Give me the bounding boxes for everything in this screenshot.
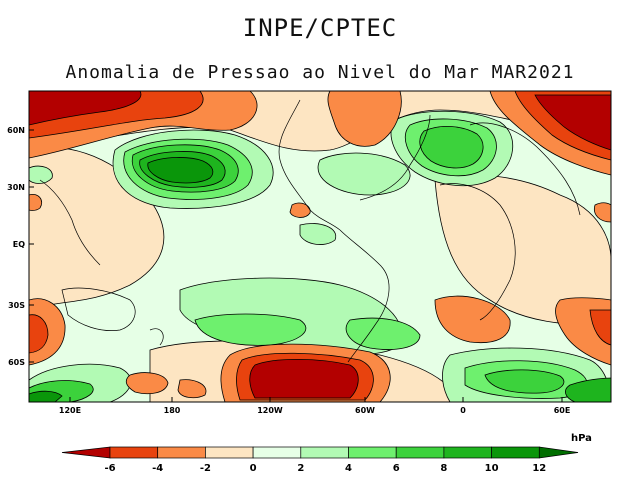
lat-label: EQ xyxy=(13,240,25,249)
coastline-africa xyxy=(439,183,516,321)
strong-negative-regions xyxy=(29,91,611,402)
colorbar-bin xyxy=(443,446,492,459)
coastline-new-zealand xyxy=(149,328,164,346)
colorbar-tick-label: 2 xyxy=(297,463,304,474)
colorbar-bin xyxy=(205,446,254,459)
coastline-north-america-east xyxy=(359,114,431,201)
colorbar-tick-label: 0 xyxy=(250,463,257,474)
colorbar: -6 -4 -2 0 2 4 6 8 10 12 xyxy=(61,446,579,474)
map-title: Anomalia de Pressao ao Nivel do Mar MAR2… xyxy=(65,62,575,83)
colorbar-tick-label: -2 xyxy=(200,463,211,474)
lon-label: 60W xyxy=(355,406,375,415)
colorbar-bin xyxy=(109,446,159,459)
lon-label: 180 xyxy=(164,406,181,415)
colorbar-bin xyxy=(491,446,540,459)
lon-label: 120E xyxy=(59,406,81,415)
map-panel xyxy=(29,91,611,402)
lon-label: 120W xyxy=(257,406,283,415)
colorbar-under-arrow xyxy=(61,446,111,459)
coastline-north-america-west xyxy=(278,99,341,231)
organization-title: INPE/CPTEC xyxy=(242,14,398,42)
lon-label: 0 xyxy=(460,406,466,415)
colorbar-unit: hPa xyxy=(571,433,592,444)
colorbar-bin xyxy=(348,446,397,459)
colorbar-bin xyxy=(300,446,349,459)
lat-label: 30S xyxy=(8,301,25,310)
lon-label: 60E xyxy=(554,406,571,415)
lat-label: 60S xyxy=(8,358,25,367)
colorbar-bin xyxy=(395,446,445,459)
colorbar-tick-label: -4 xyxy=(152,463,163,474)
coastline-asia-east xyxy=(39,179,101,266)
colorbar-bin xyxy=(157,446,206,459)
colorbar-tick-label: -6 xyxy=(104,463,115,474)
coastlines xyxy=(39,99,581,363)
longitude-axis: 120E 180 120W 60W 0 60E xyxy=(59,397,570,415)
colorbar-over-arrow xyxy=(538,446,579,459)
colorbar-tick-label: 4 xyxy=(345,463,352,474)
colorbar-tick-label: 12 xyxy=(532,463,546,474)
colorbar-tick-label: 8 xyxy=(440,463,447,474)
map-frame xyxy=(28,90,612,403)
lat-label: 60N xyxy=(7,126,25,135)
latitude-axis: 60N 30N EQ 30S 60S xyxy=(7,126,34,367)
colorbar-tick-label: 10 xyxy=(485,463,499,474)
colorbar-tick-label: 6 xyxy=(393,463,400,474)
coastline-eurasia xyxy=(469,122,581,216)
coastline-australia xyxy=(61,287,136,331)
colorbar-bin xyxy=(252,446,302,459)
coastline-south-america xyxy=(339,229,390,363)
positive-anomaly-regions xyxy=(29,110,611,402)
lat-label: 30N xyxy=(7,183,25,192)
